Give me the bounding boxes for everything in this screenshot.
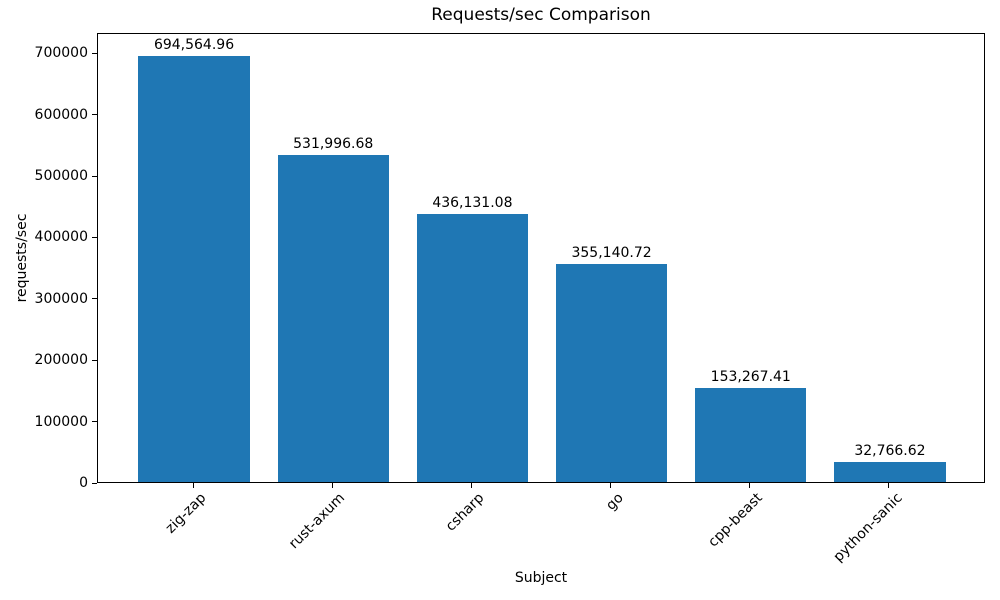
bar-go <box>555 263 668 482</box>
bar-value-label: 531,996.68 <box>293 136 374 153</box>
x-tick-mark <box>331 483 333 488</box>
x-tick-label: go <box>603 490 627 514</box>
y-tick-label: 400000 <box>34 229 88 246</box>
y-tick-mark <box>92 359 97 361</box>
y-tick-label: 200000 <box>34 352 88 369</box>
x-tick-mark <box>470 483 472 488</box>
y-tick-label: 300000 <box>34 290 88 307</box>
plot-area: 694,564.96 531,996.68 436,131.08 355,140.72… <box>97 33 985 483</box>
x-tick-label: zig-zap <box>162 490 210 537</box>
bar-value-label: 355,140.72 <box>571 244 652 261</box>
x-tick-mark <box>610 483 612 488</box>
x-tick-label: rust-axum <box>286 490 349 553</box>
y-tick-mark <box>92 114 97 116</box>
x-tick-label: cpp-beast <box>705 490 767 551</box>
chart-title: Requests/sec Comparison <box>431 5 651 25</box>
x-tick-mark <box>888 483 890 488</box>
y-tick-label: 100000 <box>34 413 88 430</box>
y-tick-mark <box>92 421 97 423</box>
y-tick-label: 600000 <box>34 106 88 123</box>
y-tick-mark <box>92 175 97 177</box>
x-tick-label: csharp <box>443 490 488 535</box>
bar-csharp <box>416 214 529 482</box>
y-tick-mark <box>92 52 97 54</box>
y-tick-mark <box>92 236 97 238</box>
bar-cpp-beast <box>695 387 807 482</box>
x-axis-label: Subject <box>514 570 568 586</box>
y-tick-label: 700000 <box>34 45 88 62</box>
y-axis-label: requests/sec <box>14 213 30 303</box>
x-tick-mark <box>192 483 194 488</box>
x-tick-label: python-sanic <box>830 490 906 566</box>
bar-zig-zap <box>138 55 250 482</box>
bar-value-label: 153,267.41 <box>710 368 791 385</box>
y-tick-mark <box>92 482 97 484</box>
y-tick-mark <box>92 298 97 300</box>
y-tick-label: 500000 <box>34 168 88 185</box>
bar-value-label: 436,131.08 <box>432 195 513 212</box>
bar-python-sanic <box>834 461 946 482</box>
x-tick-mark <box>749 483 751 488</box>
bar-rust-axum <box>277 155 389 482</box>
bar-value-label: 694,564.96 <box>153 36 235 53</box>
bar-value-label: 32,766.62 <box>854 442 926 459</box>
y-tick-label: 0 <box>79 475 88 491</box>
